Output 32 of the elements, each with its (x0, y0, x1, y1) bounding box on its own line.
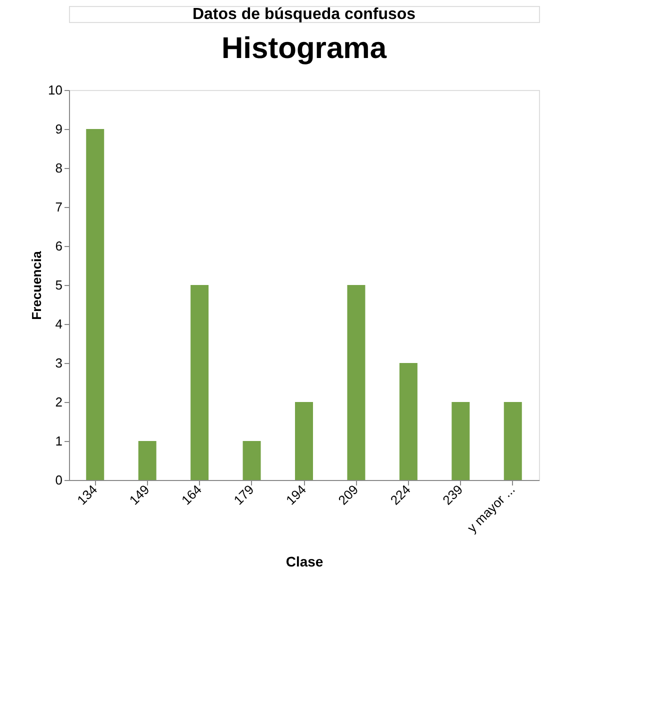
x-tick-label: 134 (74, 482, 100, 508)
bar (190, 285, 209, 480)
y-tick-label: 3 (55, 356, 62, 370)
y-tick-label: 1 (55, 434, 62, 448)
x-axis-title: Clase (286, 553, 324, 570)
bar (347, 285, 366, 480)
text: Datos de búsqueda confusos (192, 6, 416, 23)
bar (295, 402, 313, 480)
y-tick-label: 7 (55, 200, 62, 214)
bar (138, 441, 156, 480)
y-tick-label: 2 (55, 394, 62, 410)
y-tick-label: 4 (55, 316, 62, 332)
x-tick-label: 179 (230, 482, 257, 508)
y-tick-label: 10 (48, 82, 62, 98)
y-tick-label: 5 (55, 278, 62, 292)
x-tick-label: 194 (282, 482, 309, 508)
bar (399, 363, 418, 480)
x-tick-label: 224 (387, 482, 414, 508)
x-tick-label: 239 (440, 482, 466, 508)
x-tick-label: 209 (335, 482, 362, 508)
bar (242, 441, 261, 480)
y-axis-title: Frecuencia (29, 250, 44, 320)
y-tick-label: 0 (55, 472, 62, 488)
chart-title: Histograma (221, 32, 387, 65)
bar (504, 402, 522, 480)
y-tick-label: 9 (55, 122, 62, 136)
x-tick-label: 149 (126, 482, 152, 508)
bar (452, 402, 470, 480)
y-tick-label: 6 (55, 238, 62, 254)
y-tick-label: 8 (55, 160, 62, 176)
x-tick-label: 164 (178, 482, 205, 508)
bar (86, 129, 104, 480)
